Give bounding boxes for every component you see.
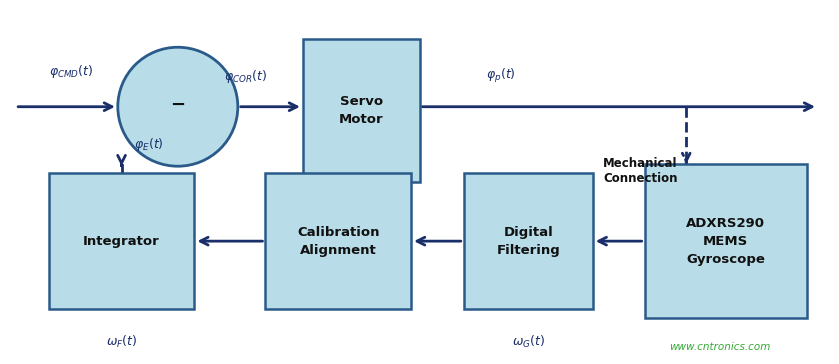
Text: www.cntronics.com: www.cntronics.com	[669, 342, 770, 352]
FancyBboxPatch shape	[644, 164, 807, 318]
FancyBboxPatch shape	[303, 39, 420, 182]
Text: $\varphi_{E}(t)$: $\varphi_{E}(t)$	[134, 136, 164, 153]
FancyBboxPatch shape	[464, 173, 593, 309]
Text: $\varphi_{CMD}(t)$: $\varphi_{CMD}(t)$	[49, 63, 93, 80]
Text: ADXRS290
MEMS
Gyroscope: ADXRS290 MEMS Gyroscope	[686, 217, 765, 266]
FancyBboxPatch shape	[265, 173, 411, 309]
FancyBboxPatch shape	[49, 173, 195, 309]
Text: Mechanical
Connection: Mechanical Connection	[603, 157, 678, 185]
Text: Integrator: Integrator	[83, 235, 160, 248]
Text: Calibration
Alignment: Calibration Alignment	[297, 226, 379, 257]
Ellipse shape	[117, 47, 237, 166]
Text: $\omega_{F}(t)$: $\omega_{F}(t)$	[106, 333, 138, 349]
Text: −: −	[170, 96, 185, 114]
Text: $\omega_{G}(t)$: $\omega_{G}(t)$	[512, 333, 545, 349]
Text: $\varphi_{p}(t)$: $\varphi_{p}(t)$	[486, 67, 516, 85]
Text: $\varphi_{COR}(t)$: $\varphi_{COR}(t)$	[224, 68, 267, 85]
Text: Servo
Motor: Servo Motor	[339, 95, 383, 126]
Text: Digital
Filtering: Digital Filtering	[497, 226, 560, 257]
